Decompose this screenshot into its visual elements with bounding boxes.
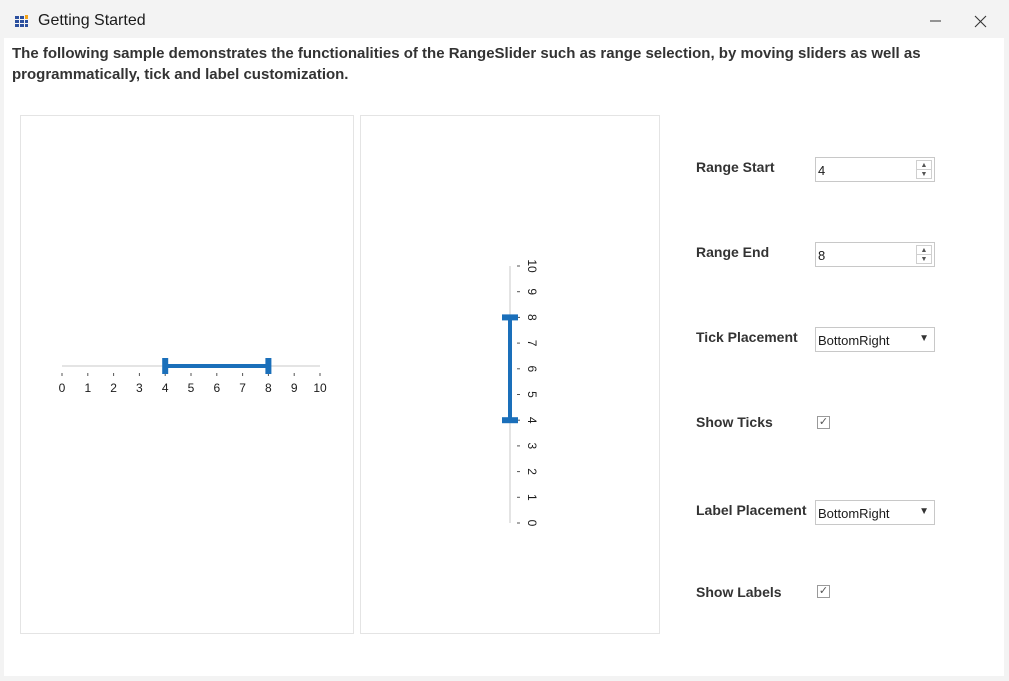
label-placement-value: BottomRight <box>818 506 890 521</box>
tick-label: 7 <box>525 340 539 347</box>
range-start-value: 4 <box>818 163 826 178</box>
window-title: Getting Started <box>38 12 146 29</box>
label-placement-select[interactable]: BottomRight ▼ <box>815 500 935 525</box>
spin-down-icon[interactable]: ▼ <box>920 256 928 263</box>
tick-label: 10 <box>313 381 327 395</box>
dropdown-arrow-icon: ▼ <box>919 333 929 344</box>
dropdown-arrow-icon: ▼ <box>919 506 929 517</box>
minimize-button[interactable] <box>912 0 958 40</box>
tick-label: 8 <box>525 314 539 321</box>
horizontal-slider-panel: 0 1 2 3 4 5 6 7 8 9 10 <box>20 115 354 634</box>
vertical-range-slider[interactable]: 0 1 2 3 4 5 6 7 8 9 10 <box>361 116 659 633</box>
range-end-spinner: ▲ ▼ <box>916 245 932 264</box>
tick-label: 3 <box>525 443 539 450</box>
range-end-thumb[interactable] <box>265 358 272 374</box>
close-icon <box>974 15 987 28</box>
tick-label: 6 <box>213 381 220 395</box>
tick-placement-select[interactable]: BottomRight ▼ <box>815 327 935 352</box>
tick-label: 9 <box>291 381 298 395</box>
tick-label: 1 <box>84 381 91 395</box>
show-ticks-checkbox[interactable]: ✓ <box>817 416 830 429</box>
sample-description: The following sample demonstrates the fu… <box>12 45 921 83</box>
checkmark-icon: ✓ <box>818 585 829 597</box>
range-start-label: Range Start <box>696 159 775 175</box>
title-bar: Getting Started <box>0 0 1009 40</box>
app-grid-icon <box>15 15 28 27</box>
tick-label: 8 <box>265 381 272 395</box>
tick-label: 0 <box>59 381 66 395</box>
range-start-spinner: ▲ ▼ <box>916 160 932 179</box>
tick-label: 10 <box>525 259 539 273</box>
spin-down-icon[interactable]: ▼ <box>920 171 928 178</box>
range-start-input[interactable]: 4 ▲ ▼ <box>815 157 935 182</box>
spin-up-icon[interactable]: ▲ <box>917 246 931 255</box>
tick-label: 3 <box>136 381 143 395</box>
tick-label: 9 <box>525 288 539 295</box>
range-end-value: 8 <box>818 248 826 263</box>
tick-label: 4 <box>162 381 169 395</box>
tick-label: 6 <box>525 365 539 372</box>
tick-label: 2 <box>525 468 539 475</box>
minimize-icon <box>930 20 941 22</box>
range-start-thumb[interactable] <box>502 417 518 424</box>
vertical-slider-panel: 0 1 2 3 4 5 6 7 8 9 10 <box>360 115 660 634</box>
tick-label: 7 <box>239 381 246 395</box>
range-end-label: Range End <box>696 244 770 260</box>
spin-up-icon[interactable]: ▲ <box>917 161 931 170</box>
content-area: The following sample demonstrates the fu… <box>4 38 1004 676</box>
label-placement-label: Label Placement <box>696 502 807 518</box>
range-end-input[interactable]: 8 ▲ ▼ <box>815 242 935 267</box>
range-start-thumb[interactable] <box>162 358 169 374</box>
tick-placement-value: BottomRight <box>818 333 890 348</box>
tick-label: 4 <box>525 417 539 424</box>
horizontal-range-slider[interactable]: 0 1 2 3 4 5 6 7 8 9 10 <box>21 116 353 633</box>
tick-label: 5 <box>525 391 539 398</box>
tick-label: 2 <box>110 381 117 395</box>
range-end-thumb[interactable] <box>502 314 518 321</box>
tick-label: 0 <box>525 520 539 527</box>
show-ticks-label: Show Ticks <box>696 414 773 430</box>
show-labels-label: Show Labels <box>696 584 782 600</box>
checkmark-icon: ✓ <box>818 416 829 428</box>
close-button[interactable] <box>958 0 1004 40</box>
tick-label: 5 <box>188 381 195 395</box>
tick-label: 1 <box>525 494 539 501</box>
show-labels-checkbox[interactable]: ✓ <box>817 585 830 598</box>
tick-placement-label: Tick Placement <box>696 329 798 345</box>
